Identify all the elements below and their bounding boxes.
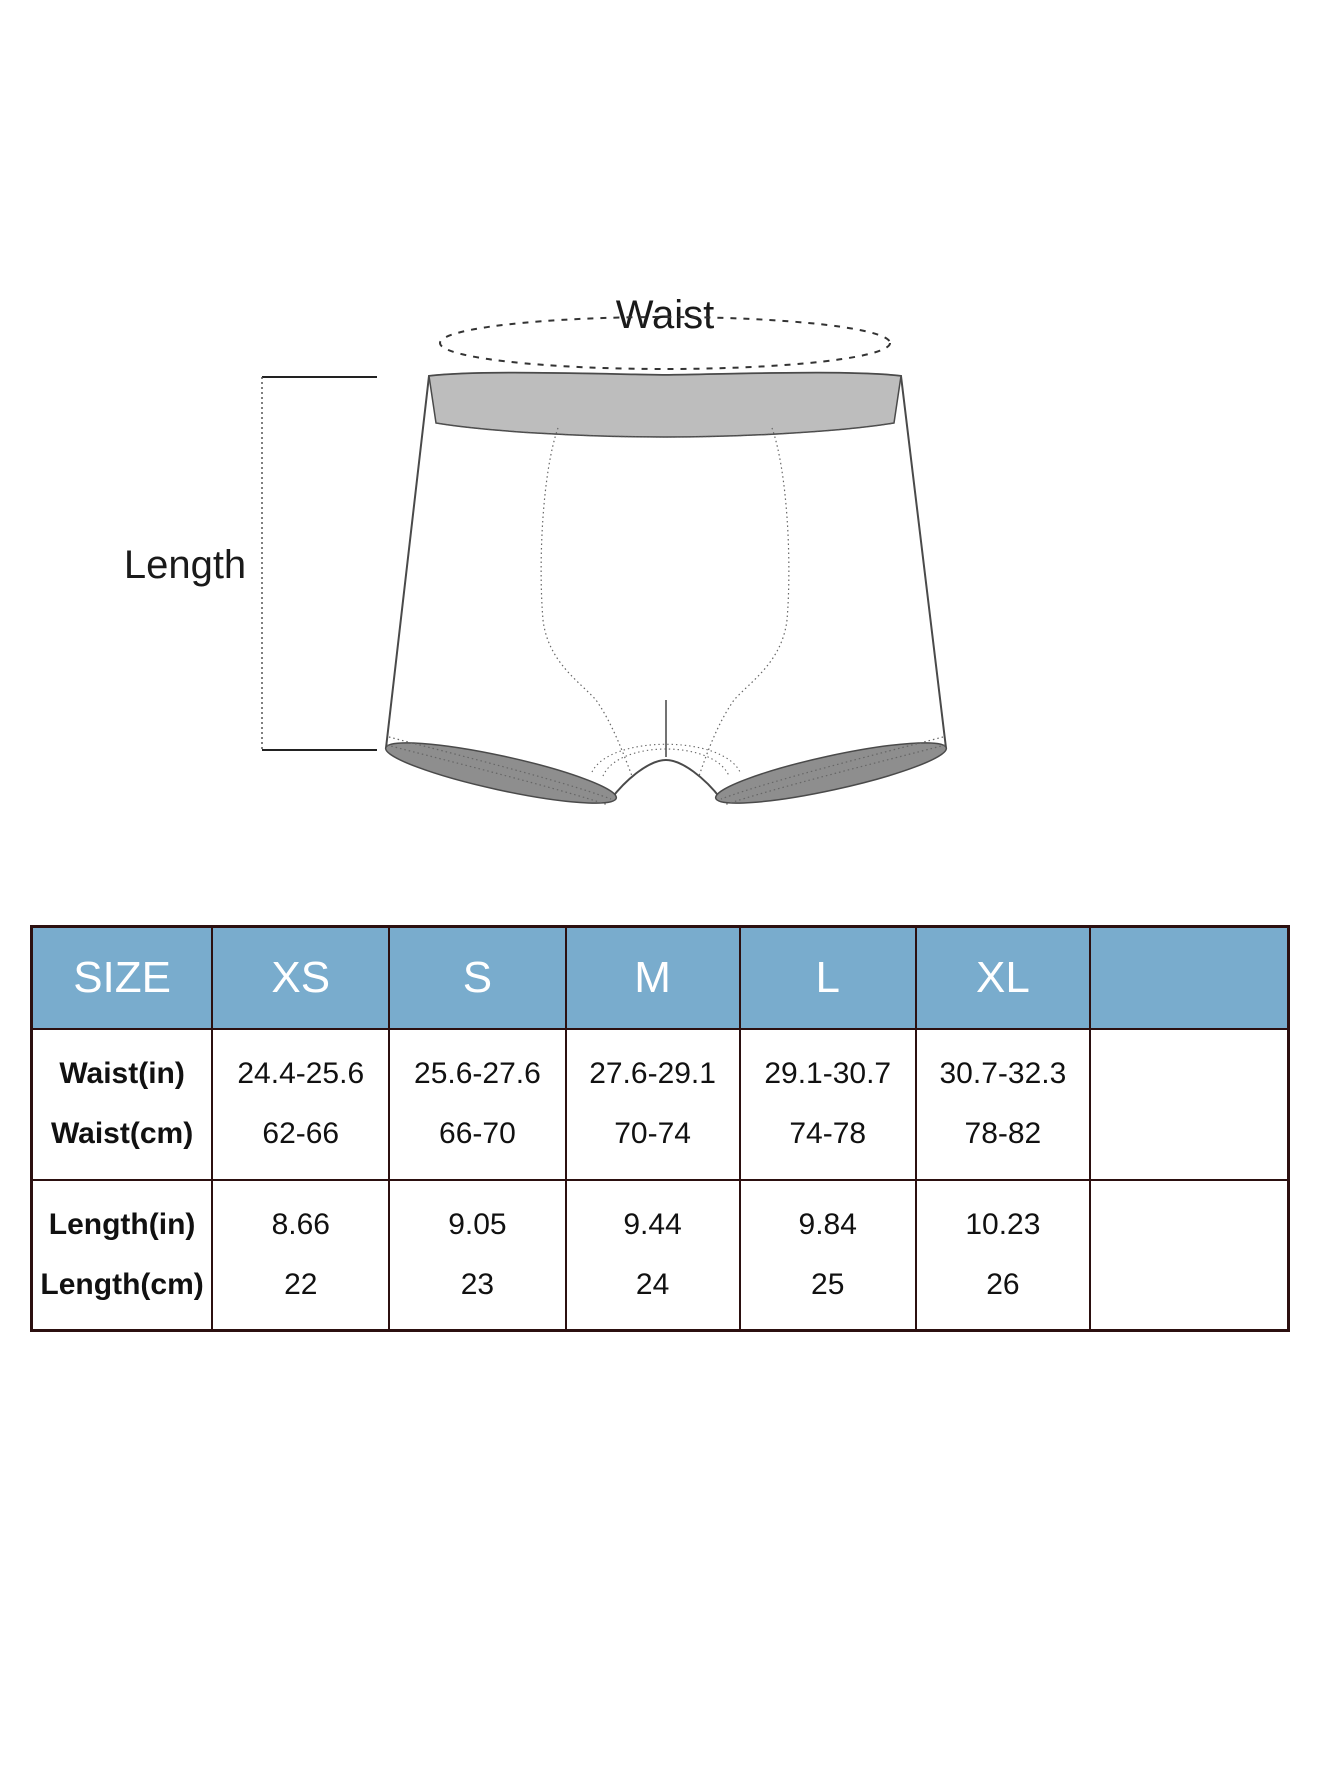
- svg-text:Length: Length: [124, 543, 246, 587]
- svg-text:Waist: Waist: [616, 293, 715, 337]
